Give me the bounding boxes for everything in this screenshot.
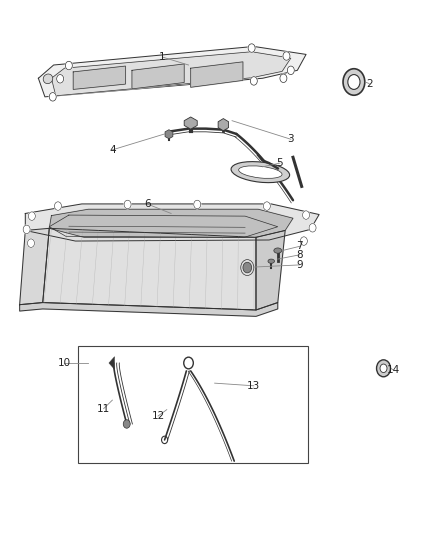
Circle shape [303, 211, 310, 219]
Polygon shape [191, 62, 243, 87]
Text: 3: 3 [287, 134, 294, 144]
Circle shape [343, 69, 365, 95]
Circle shape [283, 52, 290, 60]
Text: 13: 13 [247, 381, 261, 391]
Ellipse shape [268, 259, 275, 263]
Polygon shape [39, 46, 306, 97]
Polygon shape [184, 117, 197, 129]
Circle shape [248, 44, 255, 52]
Ellipse shape [231, 161, 290, 183]
Circle shape [23, 225, 30, 233]
Text: 12: 12 [152, 411, 165, 421]
Circle shape [123, 419, 130, 428]
Circle shape [54, 202, 61, 211]
Polygon shape [73, 66, 125, 90]
Text: 8: 8 [296, 250, 303, 260]
Ellipse shape [274, 248, 282, 253]
Circle shape [348, 75, 360, 90]
Polygon shape [25, 204, 319, 241]
Circle shape [251, 77, 257, 85]
Polygon shape [165, 130, 173, 139]
Text: 7: 7 [296, 241, 303, 252]
Bar [78, 346, 308, 463]
Text: 11: 11 [97, 403, 110, 414]
Circle shape [263, 202, 270, 211]
Text: 6: 6 [144, 199, 151, 209]
Polygon shape [43, 228, 256, 310]
Polygon shape [109, 357, 115, 369]
Circle shape [377, 360, 391, 377]
Circle shape [65, 61, 72, 70]
Text: 4: 4 [109, 145, 116, 155]
Text: 14: 14 [386, 365, 400, 375]
Circle shape [280, 74, 287, 83]
Polygon shape [20, 303, 278, 317]
Circle shape [243, 262, 252, 273]
Circle shape [57, 75, 64, 83]
Text: 1: 1 [159, 52, 166, 62]
Circle shape [309, 223, 316, 232]
Polygon shape [49, 209, 293, 237]
Ellipse shape [239, 166, 282, 179]
Circle shape [380, 364, 387, 373]
Circle shape [287, 66, 294, 75]
Circle shape [49, 93, 56, 101]
Circle shape [194, 200, 201, 209]
Polygon shape [218, 118, 229, 131]
Circle shape [300, 237, 307, 245]
Polygon shape [132, 64, 184, 89]
Ellipse shape [43, 74, 53, 84]
Circle shape [28, 239, 35, 247]
Circle shape [124, 200, 131, 209]
Text: 9: 9 [296, 260, 303, 270]
Polygon shape [51, 52, 291, 96]
Polygon shape [20, 228, 49, 305]
Circle shape [28, 212, 35, 220]
Polygon shape [256, 230, 285, 310]
Text: 5: 5 [277, 158, 283, 168]
Text: 10: 10 [58, 358, 71, 368]
Text: 2: 2 [366, 78, 372, 88]
